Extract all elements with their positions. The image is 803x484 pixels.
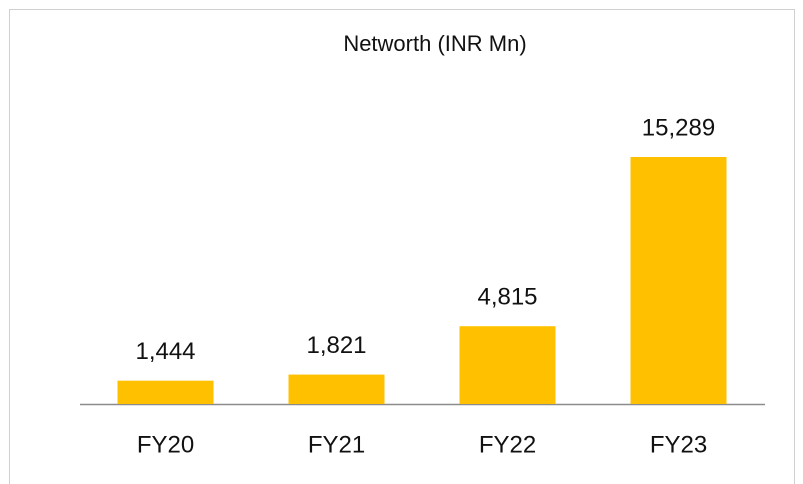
x-tick-label: FY22 [479, 431, 536, 458]
data-label: 15,289 [642, 114, 715, 141]
bar [630, 157, 727, 404]
bar [459, 326, 556, 404]
chart-title: Networth (INR Mn) [343, 31, 526, 56]
bar [288, 374, 385, 404]
x-tick-label: FY20 [137, 431, 194, 458]
x-tick-label: FY23 [650, 431, 707, 458]
bar [117, 380, 214, 404]
data-label: 1,821 [306, 332, 366, 359]
data-label: 1,444 [135, 338, 195, 365]
x-tick-label: FY21 [308, 431, 365, 458]
data-label: 4,815 [477, 284, 537, 311]
